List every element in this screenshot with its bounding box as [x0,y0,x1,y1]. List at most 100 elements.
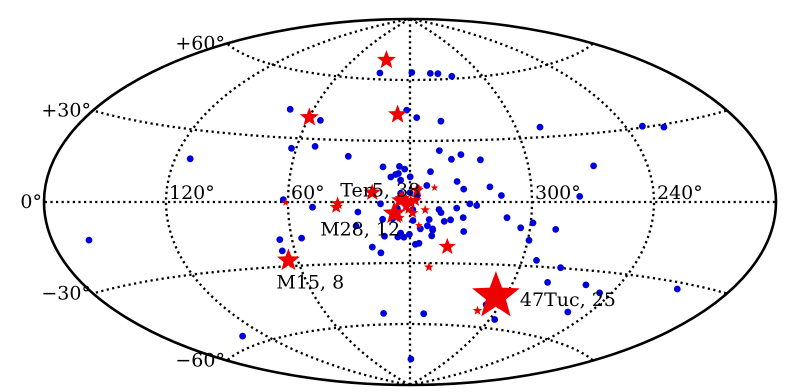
data-point-dot [408,69,416,76]
longitude-label: 120° [169,182,215,204]
data-point-dot [557,264,564,272]
coordinate-labels: 60°120° 300° 240°+60°+30°0°−30°−60° [20,33,702,372]
data-point-dot [576,193,584,200]
data-point-dot [498,192,505,199]
data-point-dot [425,216,433,223]
longitude-label: 240° [657,182,703,204]
data-point-dot [435,147,443,155]
data-point-star [277,248,300,271]
data-point-star [281,198,290,206]
data-point-star [420,204,430,214]
data-point-dot [309,203,316,211]
data-point-dot [423,182,431,189]
longitude-label: 300° [535,182,581,204]
red-star-series [277,50,520,317]
data-point-dot [453,204,461,212]
parallel--60 [226,322,594,362]
data-point-star [472,305,483,315]
data-point-dot [387,173,395,181]
meridian--60 [409,17,534,387]
data-point-star [394,190,410,205]
parallel--30 [93,261,727,295]
data-point-dot [298,234,305,242]
data-point-dot [437,117,445,125]
data-point-star [415,183,423,191]
data-point-dot [486,183,494,191]
data-point-dot [376,69,384,77]
sky-outline [42,17,778,387]
data-point-dot [457,151,465,159]
data-point-dot [564,308,572,316]
data-point-dot [529,219,537,227]
data-point-dot [448,72,456,80]
data-point-dot [368,243,376,251]
data-point-dot [413,114,421,121]
data-point-dot [239,332,247,340]
data-point-dot [491,316,499,323]
data-point-star [406,207,419,218]
data-point-dot [186,155,194,163]
data-point-dot [397,176,404,184]
data-point-dot [407,355,415,363]
blue-dot-series [85,69,681,363]
data-point-dot [473,202,481,209]
data-point-dot [415,239,423,247]
data-point-star [438,237,456,254]
data-point-dot [673,285,681,293]
data-point-dot [448,155,455,163]
data-point-dot [435,206,443,213]
latitude-label: 0° [20,191,42,213]
data-point-dot [379,163,387,171]
data-point-dot [406,173,414,181]
data-point-dot [397,229,405,237]
data-point-dot [525,236,533,244]
data-point-dot [466,200,474,208]
data-point-dot [288,144,295,152]
data-point-dot [590,162,597,170]
data-point-star [424,262,434,272]
data-point-star [299,107,319,126]
data-point-star [415,221,423,229]
data-point-star [403,204,413,214]
data-point-dot [424,222,431,230]
data-point-dot [503,214,511,222]
meridian-120 [164,17,411,387]
data-point-star [363,183,381,200]
data-point-star [400,200,412,212]
data-point-dot [344,152,352,160]
data-point-dot [401,165,409,173]
data-point-dot [460,185,468,193]
data-point-dot [286,105,294,113]
data-point-dot [278,247,286,255]
data-point-star [472,271,520,317]
data-point-dot [426,70,434,77]
data-point-dot [352,222,360,230]
data-point-dot [459,214,467,222]
data-point-dot [552,226,560,233]
annotation-label: Ter5, 38 [340,180,420,202]
data-point-dot [660,123,668,131]
data-point-dot [427,168,434,176]
data-point-dot [377,249,385,257]
data-point-star [382,201,406,224]
data-point-dot [517,224,525,232]
data-point-dot [639,122,646,130]
data-point-star [405,197,417,209]
data-point-dot [396,163,403,170]
data-point-dot [377,200,384,208]
data-point-dot [380,310,387,317]
data-point-star [395,212,405,222]
data-point-star [331,196,345,210]
data-point-dot [434,70,442,78]
data-point-star [430,183,439,191]
data-point-dot [477,156,484,164]
longitude-label: 60° [291,182,325,204]
data-point-dot [276,236,284,244]
data-point-dot [406,230,413,238]
data-point-dot [379,215,386,223]
data-point-dot [409,217,417,224]
data-point-dot [582,281,590,289]
annotation-label: M15, 8 [276,271,344,293]
latitude-label: +30° [41,100,91,122]
